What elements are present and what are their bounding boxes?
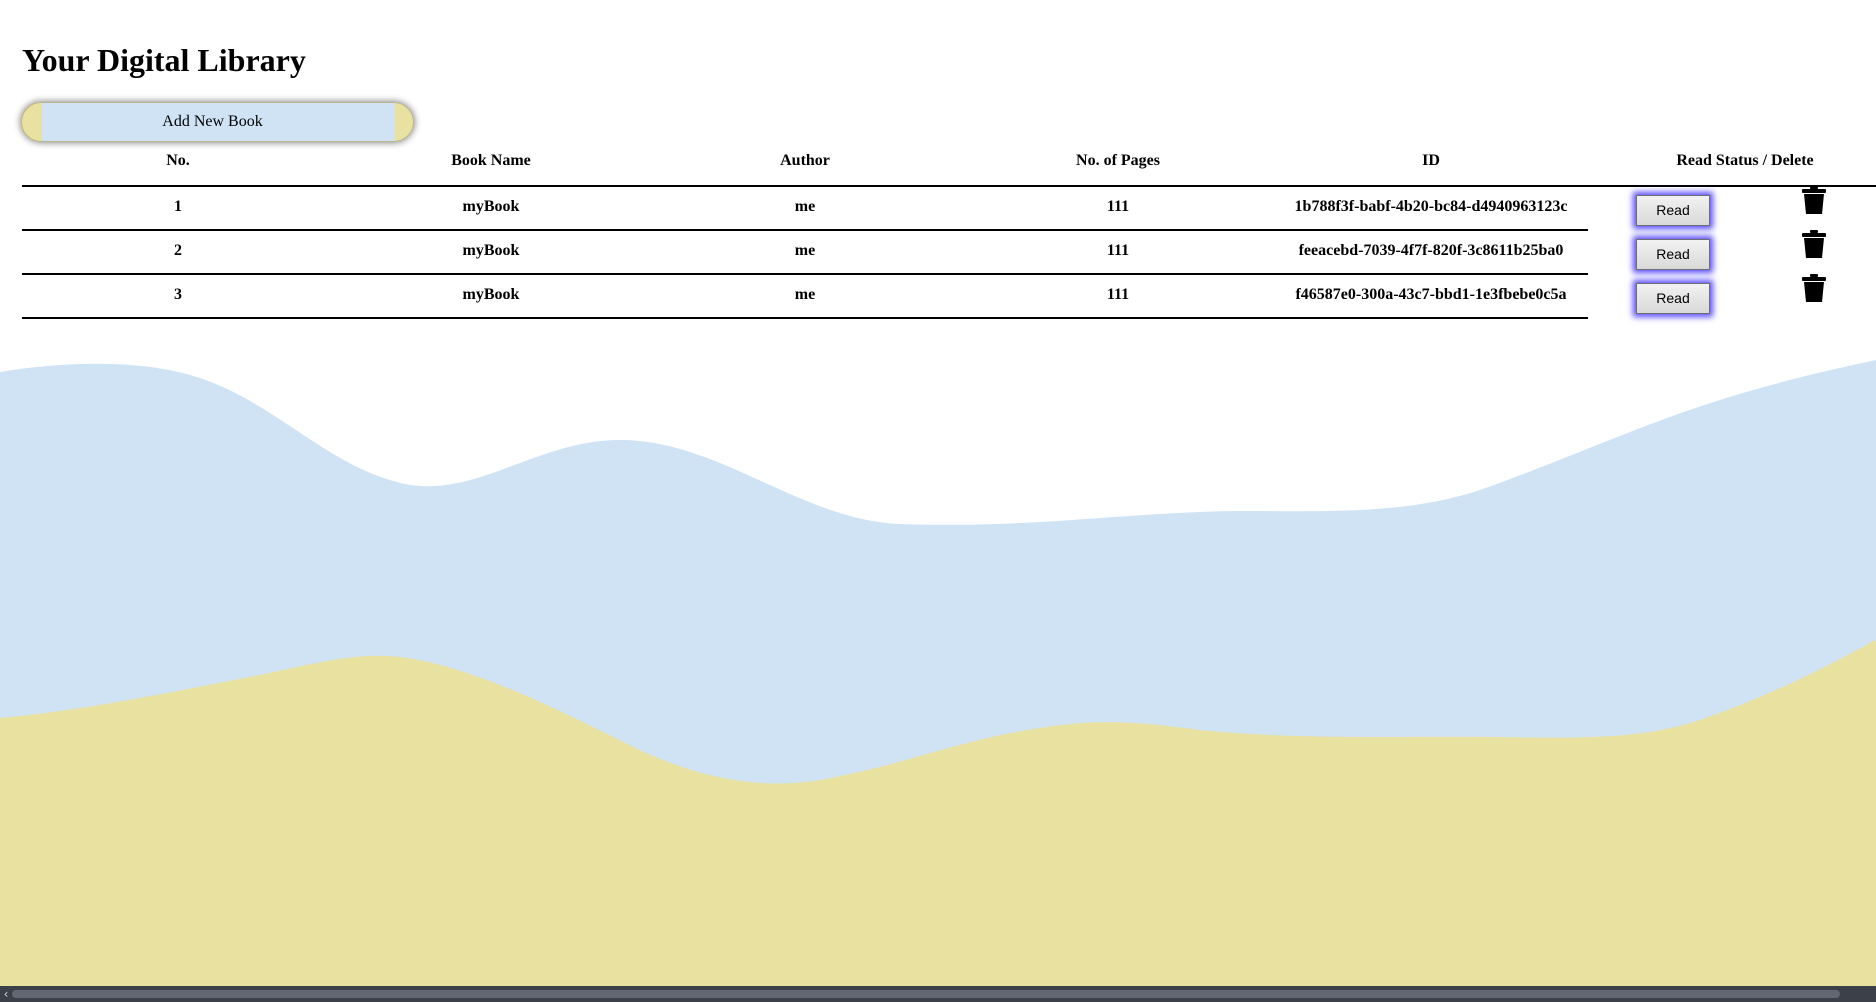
trash-icon[interactable] (1802, 186, 1826, 214)
yellow-wave (0, 640, 1876, 1002)
header-author: Author (780, 152, 830, 169)
read-status-button[interactable]: Read (1636, 283, 1710, 314)
header-book-name: Book Name (451, 152, 531, 169)
cell-author: me (794, 286, 816, 303)
page-title: Your Digital Library (22, 42, 306, 78)
add-new-book-button[interactable]: Add New Book (21, 102, 414, 142)
row-divider (22, 229, 1588, 231)
cell-book-name: myBook (462, 286, 520, 303)
header-pages: No. of Pages (1076, 152, 1160, 169)
chevron-left-icon[interactable]: ‹ (3, 987, 9, 1001)
header-divider (22, 185, 1876, 187)
cell-pages: 111 (1106, 242, 1130, 259)
cell-book-name: myBook (462, 242, 520, 259)
table-row: 1 myBook me 111 1b788f3f-babf-4b20-bc84-… (0, 186, 1876, 231)
cell-no: 3 (174, 286, 182, 303)
cell-id: f46587e0-300a-43c7-bbd1-1e3fbebe0c5a (1295, 286, 1567, 303)
header-no: No. (166, 152, 190, 169)
table-row: 3 myBook me 111 f46587e0-300a-43c7-bbd1-… (0, 274, 1876, 319)
header-read-status-delete: Read Status / Delete (1676, 152, 1814, 169)
cell-author: me (794, 198, 816, 215)
read-status-button[interactable]: Read (1636, 239, 1710, 270)
trash-icon[interactable] (1802, 230, 1826, 258)
cell-id: 1b788f3f-babf-4b20-bc84-d4940963123c (1294, 198, 1568, 215)
trash-icon[interactable] (1802, 274, 1826, 302)
table-row: 2 myBook me 111 feeacebd-7039-4f7f-820f-… (0, 230, 1876, 275)
cell-pages: 111 (1106, 198, 1130, 215)
row-divider (22, 317, 1588, 319)
row-divider (22, 273, 1588, 275)
header-id: ID (1422, 152, 1440, 169)
table-header-row: No. Book Name Author No. of Pages ID Rea… (0, 152, 1876, 176)
cell-no: 2 (174, 242, 182, 259)
cell-book-name: myBook (462, 198, 520, 215)
horizontal-scrollbar[interactable]: ‹ (0, 986, 1876, 1002)
cell-pages: 111 (1106, 286, 1130, 303)
cell-no: 1 (174, 198, 182, 215)
read-status-button[interactable]: Read (1636, 195, 1710, 226)
cell-author: me (794, 242, 816, 259)
scrollbar-thumb[interactable] (12, 990, 1840, 998)
cell-id: feeacebd-7039-4f7f-820f-3c8611b25ba0 (1298, 242, 1564, 259)
